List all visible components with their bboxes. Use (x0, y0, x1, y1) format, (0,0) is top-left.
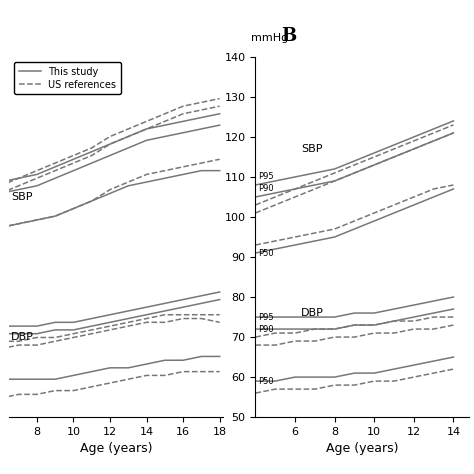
Text: mmHg: mmHg (251, 33, 288, 43)
Text: P95: P95 (258, 312, 274, 321)
X-axis label: Age (years): Age (years) (326, 442, 399, 456)
Text: DBP: DBP (301, 308, 324, 318)
Text: P50: P50 (258, 377, 274, 385)
Text: SBP: SBP (11, 192, 33, 202)
Text: P90: P90 (258, 325, 274, 334)
Text: P95: P95 (258, 173, 274, 182)
Text: P90: P90 (258, 184, 274, 193)
Text: B: B (282, 27, 297, 45)
Text: P50: P50 (258, 248, 274, 257)
Legend: This study, US references: This study, US references (14, 62, 121, 94)
Text: DBP: DBP (11, 332, 34, 343)
Text: SBP: SBP (301, 144, 322, 154)
X-axis label: Age (years): Age (years) (80, 442, 153, 456)
